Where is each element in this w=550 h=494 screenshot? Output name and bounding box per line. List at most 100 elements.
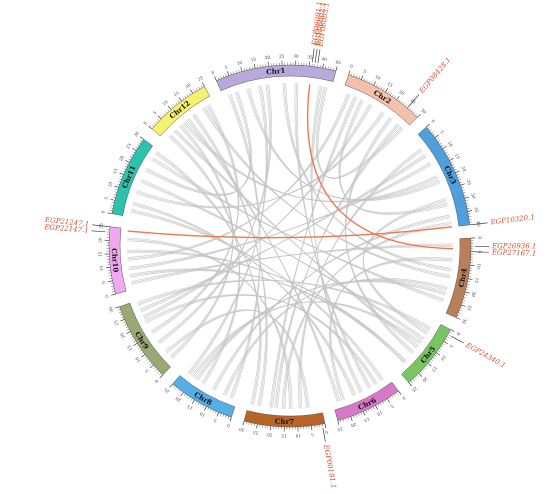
tick-mark xyxy=(448,156,451,159)
tick-mark xyxy=(398,99,401,102)
tick-mark xyxy=(456,317,461,320)
tick-mark xyxy=(351,73,353,76)
gene-marker-line xyxy=(322,427,326,442)
synteny-link xyxy=(132,201,354,397)
tick-mark xyxy=(186,395,188,398)
chromosome-chr11 xyxy=(111,139,153,216)
tick-label: 30 xyxy=(238,427,245,433)
tick-mark xyxy=(148,360,151,363)
tick-mark xyxy=(212,410,214,413)
tick-label: 20 xyxy=(267,432,273,438)
tick-label: 20 xyxy=(265,55,271,61)
tick-mark xyxy=(466,286,469,288)
tick-label: 5 xyxy=(144,368,150,374)
tick-mark xyxy=(385,88,389,93)
tick-mark xyxy=(469,224,475,226)
tick-mark xyxy=(389,92,392,96)
tick-mark xyxy=(387,91,390,94)
tick-label: 0 xyxy=(477,236,482,239)
tick-mark xyxy=(222,75,225,78)
tick-mark xyxy=(132,147,137,151)
synteny-links-highlight xyxy=(127,84,453,250)
tick-mark xyxy=(373,81,376,86)
tick-label: 0 xyxy=(104,294,110,298)
tick-mark xyxy=(267,61,269,67)
tick-mark xyxy=(131,153,134,156)
tick-mark xyxy=(178,97,182,102)
tick-mark xyxy=(113,196,116,198)
tick-mark xyxy=(453,166,456,168)
tick-mark xyxy=(459,181,462,183)
tick-label: 5 xyxy=(213,418,218,424)
synteny-link xyxy=(144,294,376,386)
tick-label: 20 xyxy=(421,376,429,384)
tick-mark xyxy=(410,380,413,383)
tick-mark xyxy=(129,156,133,158)
synteny-link xyxy=(169,124,234,357)
tick-mark xyxy=(444,149,447,152)
tick-mark xyxy=(188,396,191,400)
tick-mark xyxy=(248,422,250,425)
tick-mark xyxy=(140,139,143,142)
tick-mark xyxy=(125,160,130,163)
synteny-link xyxy=(311,86,361,394)
tick-mark xyxy=(428,127,431,130)
synteny-link xyxy=(269,97,358,408)
tick-mark xyxy=(200,85,203,88)
tick-label: 10 xyxy=(99,265,105,271)
tick-mark xyxy=(159,374,164,379)
tick-mark xyxy=(413,111,416,114)
tick-mark xyxy=(391,395,394,398)
tick-mark xyxy=(372,406,375,410)
synteny-links-background xyxy=(127,83,454,410)
tick-mark xyxy=(139,349,142,352)
tick-mark xyxy=(446,154,450,156)
gene-label: EGP08428.1 xyxy=(417,56,452,96)
tick-mark xyxy=(467,278,473,280)
tick-mark xyxy=(335,66,338,71)
tick-mark xyxy=(121,316,124,318)
tick-label: 25 xyxy=(252,430,258,436)
tick-mark xyxy=(356,75,358,78)
synteny-link xyxy=(298,150,423,409)
tick-mark xyxy=(173,385,175,388)
tick-mark xyxy=(363,78,365,81)
tick-mark xyxy=(455,170,460,173)
tick-mark xyxy=(377,404,380,407)
tick-mark xyxy=(456,174,459,176)
tick-mark xyxy=(434,134,439,138)
tick-mark xyxy=(375,405,378,410)
tick-mark xyxy=(405,104,407,107)
tick-mark xyxy=(207,407,209,411)
synteny-link xyxy=(281,224,452,409)
tick-mark xyxy=(240,67,243,72)
tick-label: 10 xyxy=(236,60,243,66)
tick-mark xyxy=(141,352,144,354)
tick-mark xyxy=(411,109,414,112)
tick-mark xyxy=(242,421,245,426)
tick-label: 0 xyxy=(142,120,148,126)
tick-mark xyxy=(436,138,439,140)
highlight-link xyxy=(127,226,452,239)
tick-mark xyxy=(348,70,351,75)
tick-mark xyxy=(324,423,327,429)
tick-mark xyxy=(138,347,141,350)
tick-label: 20 xyxy=(118,154,125,161)
tick-label: 25 xyxy=(337,426,344,432)
tick-mark xyxy=(123,168,126,170)
tick-mark xyxy=(233,71,235,74)
tick-mark xyxy=(450,161,454,164)
chromosome-chr6 xyxy=(334,381,399,421)
tick-mark xyxy=(179,390,182,393)
tick-mark xyxy=(311,425,313,431)
tick-label: 15 xyxy=(186,404,193,411)
tick-mark xyxy=(111,293,116,296)
tick-mark xyxy=(457,176,460,178)
tick-label: 10 xyxy=(476,263,482,269)
tick-label: 5 xyxy=(448,344,454,349)
tick-mark xyxy=(368,80,370,84)
tick-label: 25 xyxy=(279,54,285,59)
tick-mark xyxy=(420,371,423,374)
tick-mark xyxy=(130,336,134,338)
tick-label: 10 xyxy=(440,354,447,362)
